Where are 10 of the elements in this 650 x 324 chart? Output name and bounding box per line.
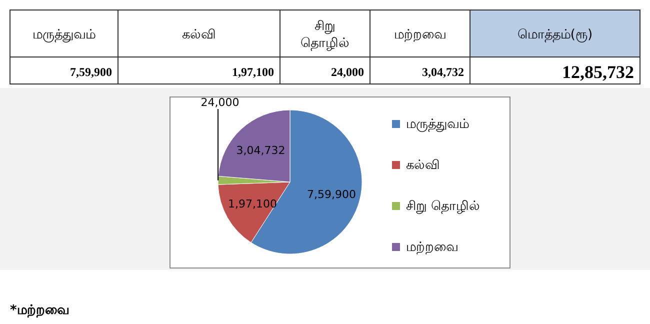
values-table: மருத்துவம் 7,59,900 கல்வி 1,97,100 சிறு தொழில் 24,000 மற்றவை 3,04,732 மொத்தம்(ரூ) 12,85,732 — [10, 10, 640, 84]
data-label: 24,000 — [200, 96, 240, 109]
legend-label: மருத்துவம் — [406, 117, 469, 132]
data-label: 1,97,100 — [228, 197, 277, 210]
legend-label: கல்வி — [406, 158, 440, 173]
legend-label: சிறு தொழில் — [406, 199, 480, 214]
legend-label: மற்றவை — [406, 240, 458, 255]
text: *மற்றவை — [10, 303, 69, 318]
data-label: 3,04,732 — [236, 144, 286, 158]
data-label: 7,59,900 — [306, 188, 356, 202]
